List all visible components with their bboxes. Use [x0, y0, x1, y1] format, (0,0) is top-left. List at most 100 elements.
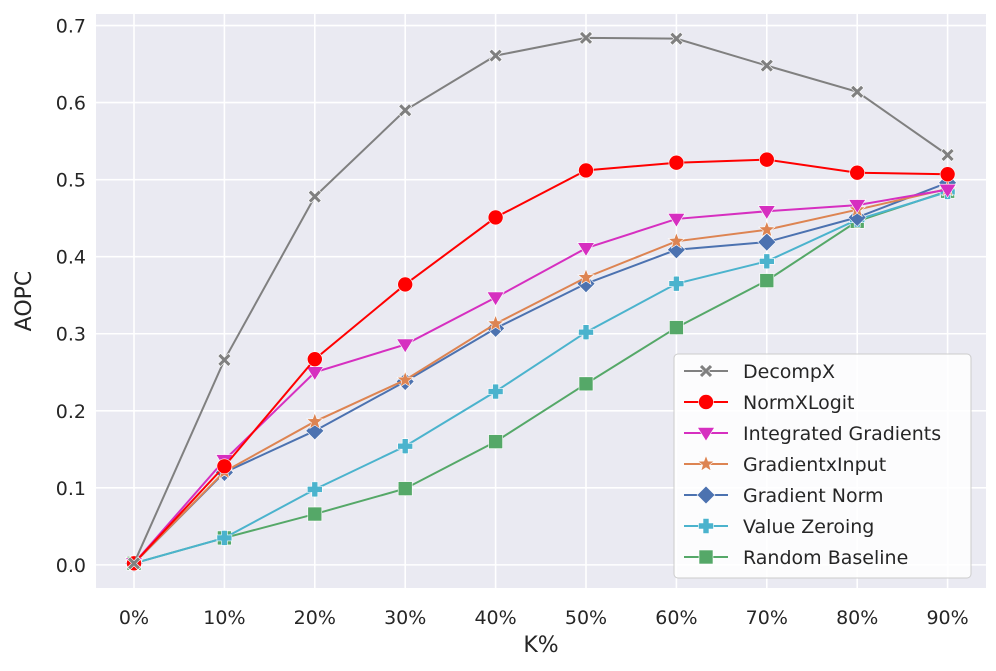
x-tick-label: 10% [203, 607, 245, 629]
y-tick-label: 0.4 [56, 247, 86, 269]
x-tick-label: 50% [565, 607, 607, 629]
x-tick-label: 40% [474, 607, 516, 629]
y-tick-label: 0.7 [56, 16, 86, 38]
legend-label: Random Baseline [743, 547, 908, 569]
data-point-random-baseline [307, 506, 323, 522]
legend-marker [696, 485, 716, 505]
data-point-decompx [488, 48, 503, 63]
y-axis-title: AOPC [12, 271, 37, 332]
legend-item-integrated-gradients: Integrated Gradients [684, 423, 941, 445]
x-tick-label: 80% [836, 607, 878, 629]
y-tick-label: 0.0 [56, 555, 86, 577]
series-line-gradient-norm [133, 181, 948, 565]
data-point-decompx [579, 30, 593, 45]
tick-labels: 0.0 0.1 0.2 0.3 0.4 0.5 0.6 0.7 0% 10% 20% 30% 40% 50… [56, 16, 969, 629]
data-point-decompx [398, 103, 413, 118]
data-point-normxlogit [487, 209, 504, 226]
y-tick-label: 0.1 [56, 478, 86, 500]
data-point-gradientxinput [757, 220, 776, 238]
data-point-value-zeroing [397, 438, 414, 455]
series-line-random-baseline [133, 190, 948, 565]
data-point-gradientxinput [305, 412, 324, 430]
data-point-integrated-gradients [576, 242, 596, 257]
x-tick-label: 70% [746, 607, 788, 629]
legend-label: NormXLogit [743, 392, 855, 414]
data-point-random-baseline [488, 434, 503, 449]
legend-label: DecompX [743, 361, 835, 383]
series-line-value-zeroing [133, 191, 948, 565]
data-point-decompx [127, 556, 141, 571]
y-tick-label: 0.5 [56, 170, 86, 192]
data-point-normxlogit [397, 276, 414, 293]
data-point-gradient-norm [847, 207, 867, 227]
legend-item-value-zeroing: Value Zeroing [684, 516, 874, 538]
series-line-integrated-gradients [133, 188, 948, 564]
data-point-normxlogit [306, 351, 323, 367]
data-point-decompx [217, 353, 232, 367]
legend-label: Gradient Norm [743, 485, 884, 507]
data-point-random-baseline [759, 273, 775, 288]
legend-marker [697, 454, 715, 472]
legend-item-random-baseline: Random Baseline [684, 547, 908, 569]
data-point-decompx [940, 148, 955, 162]
legend-marker [699, 364, 713, 378]
legend-box [673, 353, 972, 579]
legend-marker [696, 427, 716, 442]
data-point-gradientxinput [667, 231, 686, 249]
series-decompx [127, 30, 955, 571]
data-point-integrated-gradients [667, 213, 686, 228]
x-tick-label: 0% [119, 607, 149, 629]
data-point-decompx [669, 31, 684, 46]
x-tick-label: 30% [384, 607, 426, 629]
legend-label: Value Zeroing [743, 516, 874, 538]
x-tick-label: 20% [294, 607, 336, 629]
x-tick-label: 90% [926, 607, 968, 629]
legend-item-normxlogit: NormXLogit [684, 392, 855, 414]
legend-item-gradient-norm: Gradient Norm [684, 485, 884, 507]
data-point-normxlogit [849, 164, 866, 181]
legend-item-gradientxinput: GradientxInput [684, 454, 886, 476]
legend-marker [698, 518, 714, 534]
series-line-decompx [133, 36, 949, 564]
data-point-normxlogit [939, 166, 956, 183]
data-point-gradientxinput [577, 268, 595, 286]
data-point-decompx [307, 189, 322, 204]
legend-item-decompx: DecompX [684, 361, 835, 383]
data-point-gradient-norm [757, 232, 777, 252]
data-point-normxlogit [668, 154, 685, 171]
y-tick-label: 0.3 [56, 324, 86, 346]
legend-label: Integrated Gradients [743, 423, 941, 445]
data-point-value-zeroing [668, 275, 685, 292]
data-point-integrated-gradients [396, 338, 415, 354]
data-point-integrated-gradients [486, 291, 505, 307]
data-point-gradientxinput [486, 314, 505, 332]
data-point-value-zeroing [306, 481, 323, 498]
data-point-decompx [850, 84, 865, 99]
series-layer [124, 30, 958, 573]
data-point-random-baseline [578, 376, 594, 392]
legend-label: GradientxInput [743, 454, 886, 476]
data-point-value-zeroing [758, 253, 775, 270]
data-point-normxlogit [216, 458, 233, 475]
data-point-decompx [759, 58, 774, 73]
data-point-value-zeroing [216, 530, 233, 546]
data-point-normxlogit [758, 151, 775, 168]
series-normxlogit [126, 151, 956, 572]
data-point-integrated-gradients [757, 205, 776, 220]
data-point-random-baseline [397, 481, 413, 496]
legend-marker [698, 394, 714, 410]
data-point-integrated-gradients [938, 183, 957, 199]
data-point-normxlogit [578, 162, 594, 179]
series-line-gradientxinput [133, 187, 948, 565]
legend: DecompX NormXLogit Integrated Gradients Gra… [673, 353, 972, 579]
x-axis-title: K% [523, 633, 558, 658]
data-point-value-zeroing [578, 324, 594, 341]
y-tick-label: 0.6 [56, 93, 86, 115]
data-point-gradientxinput [396, 370, 415, 388]
series-line-normxlogit [133, 158, 948, 565]
data-point-value-zeroing [487, 383, 504, 400]
data-point-random-baseline [669, 320, 684, 335]
data-point-integrated-gradients [848, 199, 867, 214]
y-tick-label: 0.2 [56, 401, 86, 423]
